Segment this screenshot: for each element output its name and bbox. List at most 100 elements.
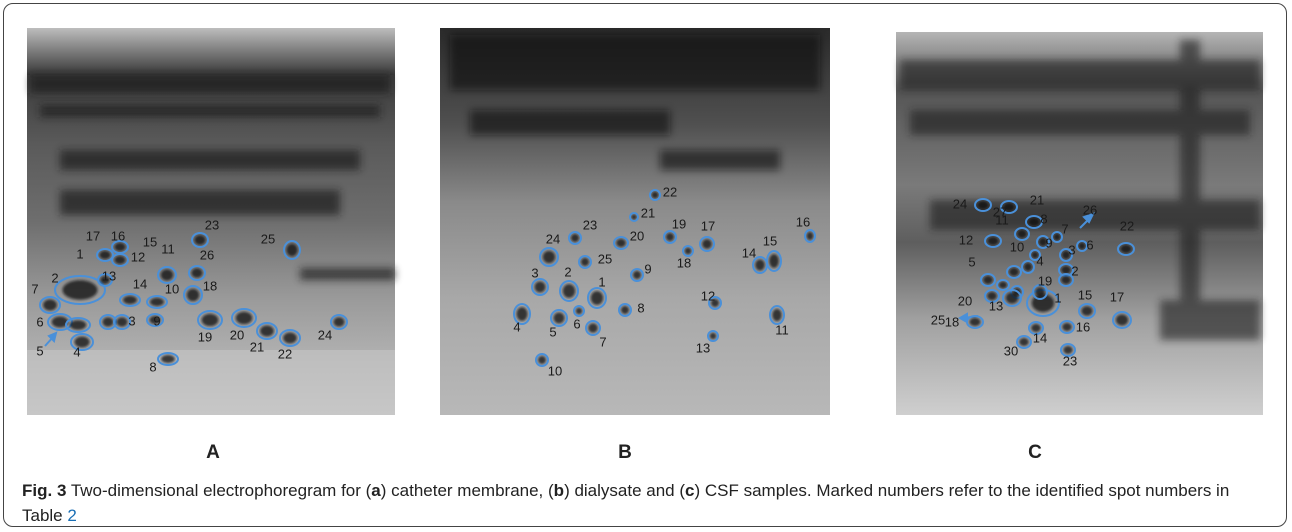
spot-blob: [102, 317, 114, 327]
spot-blob: [1003, 202, 1015, 212]
spot-label: 21: [641, 205, 655, 220]
spot-blob: [161, 354, 175, 364]
spot-label: 12: [131, 249, 145, 264]
spot-circle: [1029, 249, 1041, 261]
table-link[interactable]: 2: [67, 506, 77, 525]
spot-circle: [966, 315, 984, 329]
spot-label: 4: [513, 319, 520, 334]
gel-c: [896, 32, 1263, 415]
spot-label: 23: [205, 217, 219, 232]
spot-label: 23: [1063, 353, 1077, 368]
spot-label: 21: [250, 339, 264, 354]
spot-label: 13: [102, 268, 116, 283]
spot-blob: [100, 275, 110, 285]
spot-label: 24: [318, 327, 332, 342]
spot-blob: [1063, 345, 1073, 355]
spot-blob: [1019, 337, 1029, 347]
spot-circle: [752, 256, 768, 274]
spot-blob: [1031, 251, 1039, 259]
spot-circle: [980, 273, 996, 287]
caption: Fig. 3 Two-dimensional electrophoregram …: [22, 478, 1272, 528]
spot-circle: [708, 296, 722, 310]
spot-label: 7: [31, 281, 38, 296]
spot-label: 22: [663, 184, 677, 199]
spot-circle: [1006, 265, 1022, 279]
spot-label: 5: [968, 254, 975, 269]
spot-circle: [707, 330, 719, 342]
spot-blob: [114, 255, 126, 265]
spot-circle: [559, 280, 579, 302]
caption-text: c: [685, 481, 695, 500]
spot-label: 18: [945, 314, 959, 329]
spot-circle: [587, 287, 607, 309]
spot-blob: [806, 231, 814, 241]
spot-blob: [1038, 237, 1048, 247]
spot-label: 5: [36, 343, 43, 358]
spot-blob: [114, 242, 126, 252]
spot-circle: [1036, 235, 1050, 249]
spot-label: 3: [128, 313, 135, 328]
spot-circle: [568, 231, 582, 245]
spot-label: 6: [36, 314, 43, 329]
spot-circle: [578, 255, 592, 269]
spot-blob: [1115, 314, 1129, 326]
spot-blob: [51, 316, 69, 328]
spot-blob: [283, 332, 297, 344]
spot-blob: [620, 305, 630, 315]
spot-blob: [534, 281, 546, 293]
spot-blob: [702, 239, 712, 249]
spot-label: 7: [599, 334, 606, 349]
spot-label: 20: [630, 228, 644, 243]
spot-label: 15: [763, 233, 777, 248]
spot-blob: [516, 307, 528, 321]
caption-text: ) dialysate and (: [564, 481, 686, 500]
spot-blob: [562, 284, 576, 298]
spot-circle: [183, 285, 203, 305]
spot-label: 22: [278, 346, 292, 361]
spot-blob: [333, 317, 345, 327]
spot-blob: [651, 191, 659, 199]
spot-label: 4: [1036, 253, 1043, 268]
spot-blob: [43, 299, 57, 311]
spot-blob: [201, 313, 219, 327]
caption-text: ) catheter membrane, (: [380, 481, 554, 500]
spot-blob: [588, 323, 598, 333]
spot-label: 14: [742, 245, 756, 260]
spot-blob: [1078, 242, 1086, 250]
spot-blob: [580, 257, 590, 267]
spot-label: 1: [76, 246, 83, 261]
spot-circle: [1076, 240, 1088, 252]
spot-circle: [1059, 320, 1075, 334]
spot-blob: [772, 308, 782, 322]
spot-circle: [804, 229, 816, 243]
spot-label: 10: [548, 363, 562, 378]
spot-blob: [1005, 292, 1019, 304]
spot-circle: [1002, 289, 1022, 307]
spot-blob: [710, 298, 720, 308]
spot-circle: [119, 293, 141, 307]
spot-circle: [649, 189, 661, 201]
spot-label: 17: [86, 228, 100, 243]
spot-circle: [1025, 215, 1043, 229]
spot-label: 7: [1061, 221, 1068, 236]
spot-circle: [531, 278, 549, 296]
spot-blob: [191, 268, 203, 278]
spot-label: 6: [1086, 237, 1093, 252]
spot-circle: [1014, 227, 1030, 241]
spot-circle: [283, 240, 301, 260]
gel-a: [27, 28, 395, 415]
spot-circle: [113, 314, 131, 330]
spot-label: 27: [993, 204, 1007, 219]
figure-frame: [3, 3, 1287, 527]
spot-blob: [616, 238, 626, 248]
spot-label: 8: [1040, 211, 1047, 226]
panel-label: B: [618, 442, 632, 463]
spot-blob: [1061, 275, 1071, 285]
spot-markers: [39, 189, 1135, 367]
spot-label: 3: [531, 265, 538, 280]
panel-label: C: [1028, 442, 1042, 463]
arrows: [44, 212, 1095, 347]
spot-label: 9: [153, 313, 160, 328]
caption-text: Fig. 3: [22, 481, 67, 500]
